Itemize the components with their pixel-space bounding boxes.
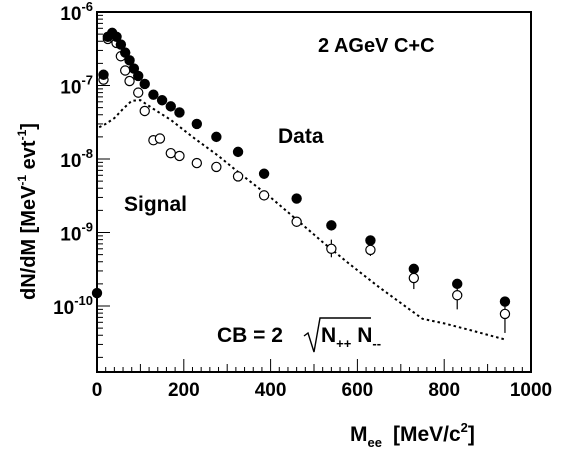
signal-point bbox=[499, 308, 511, 320]
signal-point bbox=[258, 190, 270, 201]
data-point bbox=[452, 278, 463, 290]
signal-point bbox=[139, 105, 150, 117]
signal-point bbox=[232, 171, 244, 182]
signal-point bbox=[120, 65, 131, 76]
data-point bbox=[191, 118, 203, 130]
data-point bbox=[291, 193, 302, 204]
error-bars bbox=[296, 217, 506, 333]
signal-point bbox=[124, 75, 135, 87]
system-annotation: 2 AGeV C+C bbox=[318, 35, 435, 57]
y-tick-label: 10-8 bbox=[60, 146, 93, 172]
y-tick-label: 10-9 bbox=[60, 220, 93, 246]
y-tick-label: 10-6 bbox=[60, 0, 93, 25]
plot-frame bbox=[96, 11, 532, 373]
y-tick-label: 10-7 bbox=[60, 73, 93, 99]
signal-point bbox=[165, 147, 176, 159]
x-axis-label: Mee [MeV/c2] bbox=[350, 420, 475, 450]
signal-point bbox=[211, 161, 222, 173]
data-point bbox=[115, 39, 127, 50]
signal-point bbox=[191, 157, 203, 169]
signal-series-label: Signal bbox=[124, 193, 187, 216]
data-point bbox=[148, 89, 159, 100]
data-points bbox=[91, 27, 511, 320]
x-tick-label: 0 bbox=[92, 380, 103, 401]
data-point bbox=[174, 107, 185, 118]
sqrt-sign bbox=[303, 317, 371, 353]
x-tick-label: 600 bbox=[342, 380, 374, 401]
data-point bbox=[408, 263, 420, 275]
x-tick-label: 200 bbox=[168, 380, 200, 401]
cb-formula: CB = 2 N++ N-- bbox=[217, 317, 381, 353]
x-tick-labels: 0 200 400 600 800 1000 bbox=[92, 380, 552, 401]
cb-formula-lhs: CB = 2 bbox=[217, 324, 283, 347]
cb-curve bbox=[98, 99, 506, 341]
cb-curve-group bbox=[98, 99, 506, 341]
signal-point bbox=[174, 150, 185, 162]
signal-point bbox=[452, 290, 463, 301]
data-point bbox=[499, 296, 511, 307]
data-point bbox=[156, 95, 168, 106]
signal-point bbox=[133, 87, 144, 98]
cb-formula-n1: N++ N-- bbox=[321, 324, 381, 351]
signal-point bbox=[365, 244, 376, 256]
x-tick-label: 1000 bbox=[510, 380, 552, 401]
data-point bbox=[124, 55, 135, 66]
y-tick-label: 10-10 bbox=[53, 293, 93, 319]
data-point bbox=[211, 131, 222, 143]
data-point bbox=[232, 146, 244, 158]
data-point bbox=[165, 101, 176, 112]
data-point bbox=[326, 220, 337, 231]
axis-ticks bbox=[96, 11, 532, 372]
x-tick-label: 400 bbox=[255, 380, 287, 401]
data-series-label: Data bbox=[278, 125, 324, 148]
y-axis-label: dN/dM [MeV-1 evt-1] bbox=[15, 123, 40, 300]
signal-point bbox=[154, 133, 166, 144]
y-tick-labels: 10-10 10-9 10-8 10-7 10-6 bbox=[53, 0, 93, 319]
data-point bbox=[365, 235, 376, 246]
data-point bbox=[120, 47, 131, 58]
data-point bbox=[133, 70, 144, 82]
signal-point bbox=[408, 272, 420, 284]
data-point bbox=[139, 78, 150, 90]
data-point bbox=[258, 168, 270, 179]
signal-point bbox=[326, 243, 337, 255]
data-point bbox=[91, 287, 103, 299]
x-tick-label: 800 bbox=[428, 380, 460, 401]
signal-point bbox=[291, 216, 302, 227]
data-point bbox=[111, 31, 122, 42]
data-point bbox=[98, 69, 109, 80]
